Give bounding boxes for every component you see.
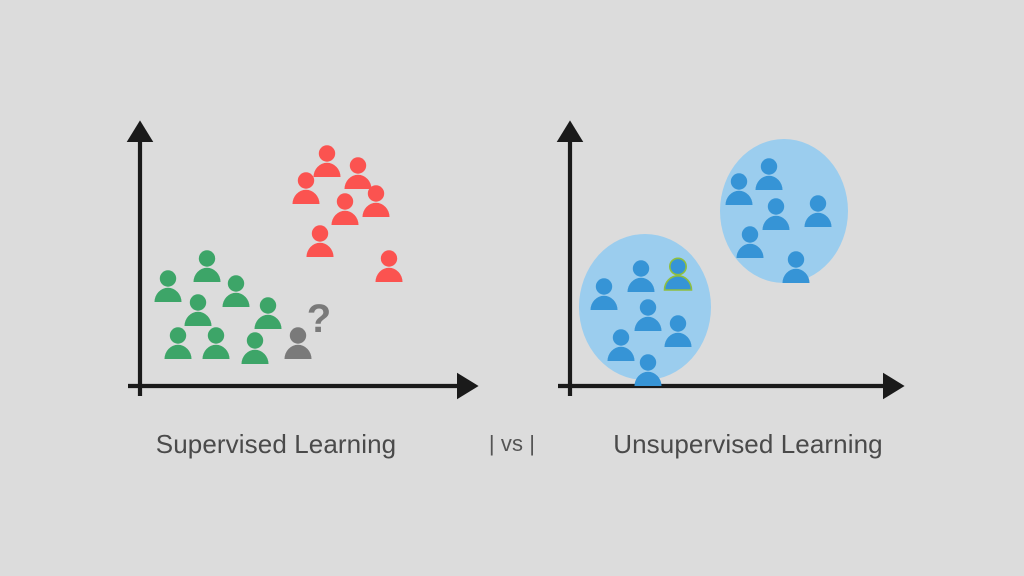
cluster-blob-2 bbox=[720, 139, 848, 283]
unknown-sample-group: ? bbox=[284, 297, 331, 359]
red-class-group bbox=[292, 145, 403, 282]
question-mark-icon: ? bbox=[307, 297, 331, 341]
unsupervised-caption: Unsupervised Learning bbox=[613, 428, 883, 459]
supervised-axes bbox=[126, 120, 479, 400]
red-person-icon bbox=[331, 193, 359, 225]
caption-row: Supervised Learning | vs | Unsupervised … bbox=[0, 424, 1024, 464]
vs-separator: | vs | bbox=[488, 431, 536, 456]
red-person-icon bbox=[313, 145, 341, 177]
green-person-icon bbox=[184, 294, 212, 326]
green-person-icon bbox=[241, 332, 269, 364]
green-person-icon bbox=[222, 275, 250, 307]
green-class-group bbox=[154, 250, 282, 364]
red-person-icon bbox=[375, 250, 403, 282]
unsupervised-plot bbox=[556, 120, 905, 400]
green-person-icon bbox=[164, 327, 192, 359]
supervised-plot: ? bbox=[126, 120, 479, 400]
green-person-icon bbox=[154, 270, 182, 302]
red-person-icon bbox=[292, 172, 320, 204]
green-person-icon bbox=[202, 327, 230, 359]
unsupervised-axes bbox=[556, 120, 905, 400]
red-person-icon bbox=[344, 157, 372, 189]
green-person-icon bbox=[193, 250, 221, 282]
red-person-icon bbox=[306, 225, 334, 257]
red-person-icon bbox=[362, 185, 390, 217]
green-person-icon bbox=[254, 297, 282, 329]
supervised-caption: Supervised Learning bbox=[155, 428, 397, 459]
